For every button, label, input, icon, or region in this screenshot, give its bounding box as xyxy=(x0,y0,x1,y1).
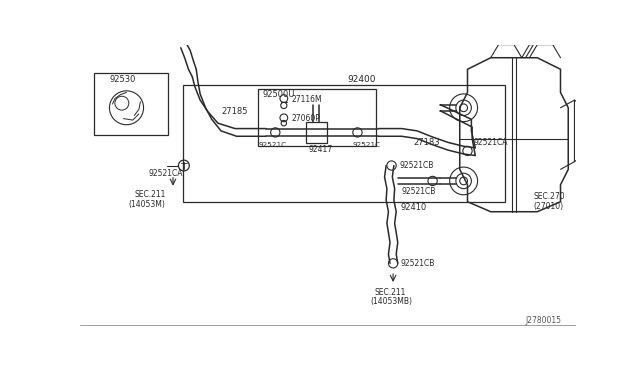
Text: 92521CB: 92521CB xyxy=(401,259,435,268)
Text: 92500U: 92500U xyxy=(262,90,294,99)
Text: SEC.211: SEC.211 xyxy=(374,288,406,297)
Text: 92530: 92530 xyxy=(109,75,136,84)
Text: J2780015: J2780015 xyxy=(525,316,562,325)
Text: 92400: 92400 xyxy=(348,75,376,84)
Bar xyxy=(259,89,376,146)
Text: 92521CA: 92521CA xyxy=(148,170,182,179)
Text: 27185: 27185 xyxy=(222,107,248,116)
Text: 92521CB: 92521CB xyxy=(402,187,436,196)
Text: SEC.211: SEC.211 xyxy=(134,189,166,199)
Text: 92417: 92417 xyxy=(308,145,333,154)
Bar xyxy=(94,73,168,135)
Text: 27116M: 27116M xyxy=(292,95,322,104)
Text: 92521C: 92521C xyxy=(353,142,381,148)
Bar xyxy=(305,122,327,143)
Text: 92521CA: 92521CA xyxy=(474,138,508,147)
Text: (27010): (27010) xyxy=(533,202,563,211)
Text: (14053M): (14053M) xyxy=(129,199,166,209)
Text: 92521C: 92521C xyxy=(259,142,286,148)
Bar xyxy=(183,85,505,202)
Text: 92521CB: 92521CB xyxy=(399,161,434,170)
Text: (14053MB): (14053MB) xyxy=(371,297,413,306)
Text: 92410: 92410 xyxy=(401,203,427,212)
Text: 27060P: 27060P xyxy=(292,114,321,123)
Text: 27183: 27183 xyxy=(413,138,440,147)
Text: SEC.270: SEC.270 xyxy=(533,192,565,201)
